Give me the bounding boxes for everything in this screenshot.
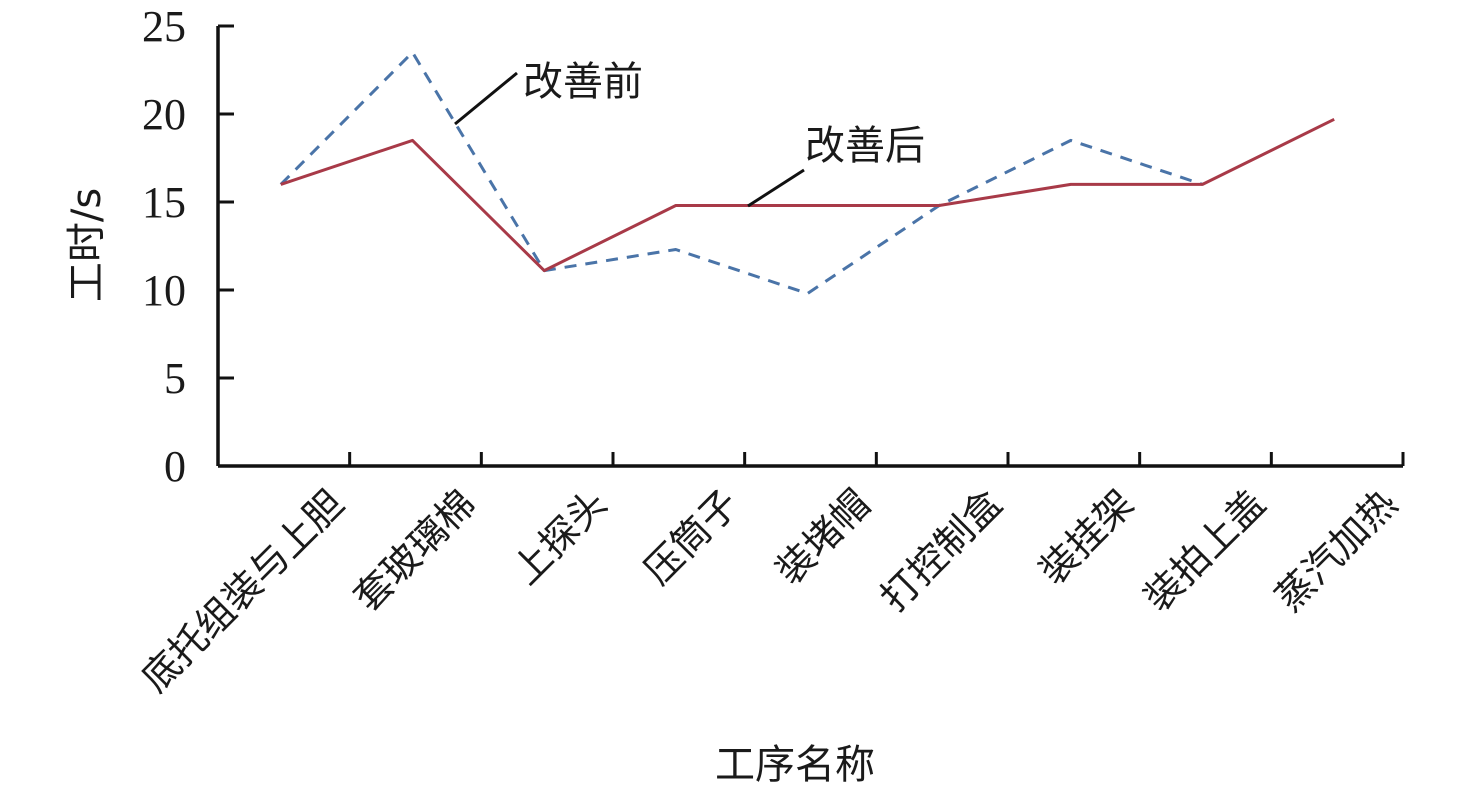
- y-axis-title: 工时/s: [64, 188, 110, 302]
- y-tick-label: 5: [164, 354, 186, 403]
- y-tick-label: 0: [164, 442, 186, 491]
- y-tick-label: 25: [142, 2, 186, 51]
- series-layer: [279, 50, 1335, 295]
- series-annotation-label: 改善后: [805, 123, 925, 169]
- series-annotation-label: 改善前: [523, 59, 643, 105]
- y-tick-label: 15: [142, 178, 186, 227]
- y-tick-label: 10: [142, 266, 186, 315]
- x-tick-label: 上探头: [504, 481, 616, 593]
- x-axis-title: 工序名称: [715, 742, 875, 788]
- x-tick-label: 装堵帽: [767, 481, 879, 593]
- x-tick-label: 底托组装与上胆: [133, 481, 352, 700]
- x-tick-label: 套玻璃棉: [345, 481, 484, 620]
- x-tick-label: 装拍上盖: [1135, 481, 1274, 620]
- x-tick-label: 蒸汽加热: [1267, 481, 1406, 620]
- y-axis-ticks: 0 5 10 15 20 25: [142, 2, 234, 491]
- series-line-before: [279, 50, 1203, 295]
- x-tick-label: 装挂架: [1030, 481, 1142, 593]
- axes: [216, 26, 1403, 468]
- x-tick-label: 打控制盒: [872, 481, 1011, 620]
- annotation-leader-line: [747, 168, 805, 208]
- series-line-after: [280, 117, 1335, 273]
- x-tick-label: 压筒子: [635, 481, 747, 593]
- annotation-leader-line: [454, 71, 518, 126]
- y-tick-label: 20: [142, 90, 186, 139]
